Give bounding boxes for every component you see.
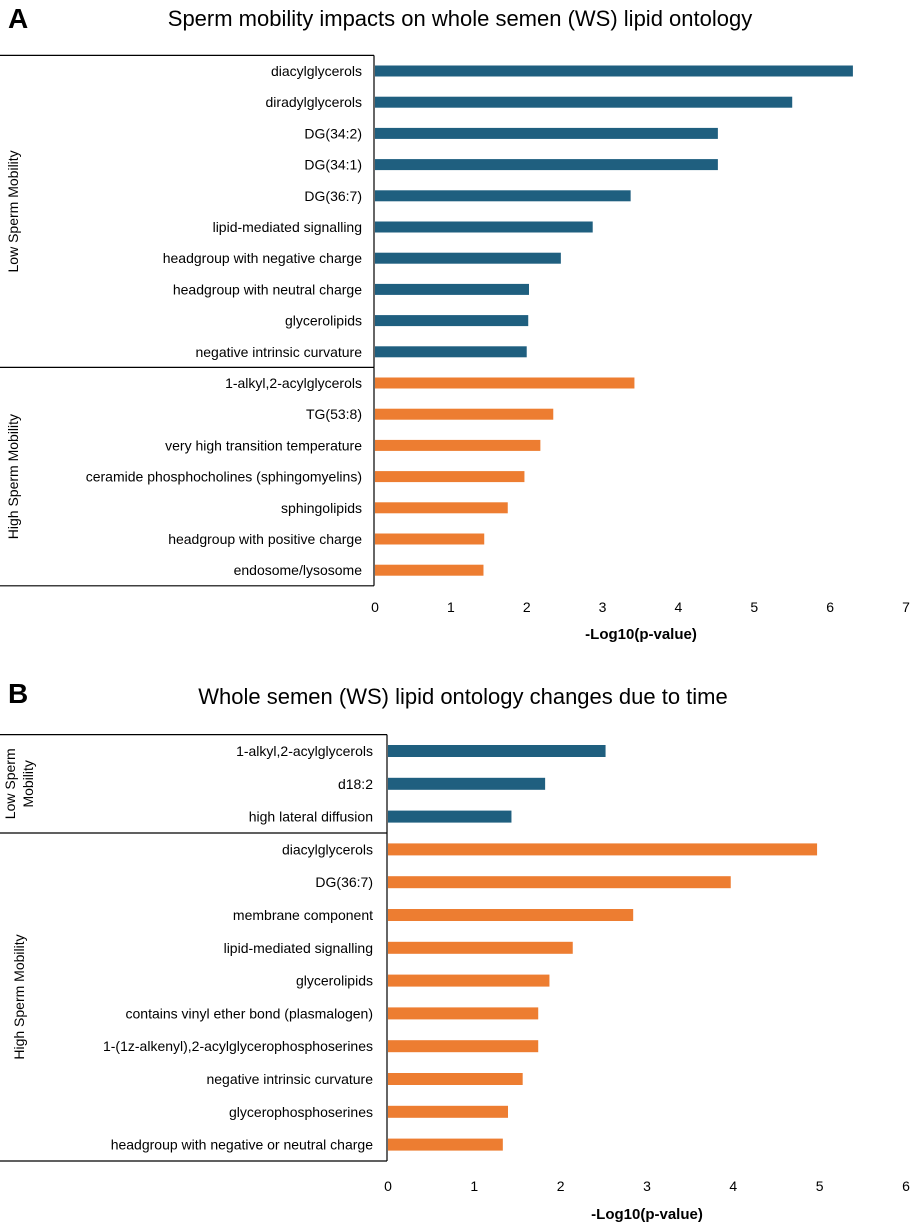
panel-b-category-label: 1-alkyl,2-acylglycerols <box>236 743 373 759</box>
panel-b-bar-high-sperm-mobility-7 <box>388 1040 539 1053</box>
panel-a-category-label: diradylglycerols <box>266 94 362 110</box>
panel-a-bar-low-sperm-mobility-7 <box>375 252 561 264</box>
panel-b-bar-low-sperm-mobility-2 <box>388 777 546 790</box>
panel-a-category-label: very high transition temperature <box>165 437 362 453</box>
panel-a-category-label: endosome/lysosome <box>234 562 363 578</box>
panel-b-x-tick-label: 1 <box>470 1178 478 1194</box>
panel-a-bar-low-sperm-mobility-1 <box>375 65 853 77</box>
panel-b-category-label: DG(36:7) <box>315 874 373 890</box>
panel-a: A Sperm mobility impacts on whole semen … <box>0 3 910 643</box>
panel-a-xlabel: -Log10(p-value) <box>585 626 697 643</box>
panel-a-bar-low-sperm-mobility-2 <box>375 96 793 108</box>
panel-a-bar-low-sperm-mobility-10 <box>375 346 527 358</box>
panel-a-category-label: TG(53:8) <box>306 406 362 422</box>
panel-a-bar-high-sperm-mobility-3 <box>375 439 541 451</box>
panel-a-bar-low-sperm-mobility-6 <box>375 221 593 233</box>
panel-b-category-label: headgroup with negative or neutral charg… <box>111 1137 374 1153</box>
panel-a-letter: A <box>8 3 28 34</box>
panel-b-group-label-low-sperm-mobility-line1: Low Sperm <box>2 748 18 819</box>
panel-a-bar-high-sperm-mobility-1 <box>375 377 635 389</box>
panel-b-x-tick-label: 5 <box>816 1178 824 1194</box>
panel-b-group-label-low-sperm-mobility-line2: Mobility <box>20 760 36 807</box>
panel-b-bar-high-sperm-mobility-6 <box>388 1007 539 1020</box>
panel-a-title: Sperm mobility impacts on whole semen (W… <box>168 6 752 31</box>
panel-b-bar-high-sperm-mobility-4 <box>388 941 573 954</box>
panel-a-x-tick-label: 2 <box>523 599 531 615</box>
panel-b-group-bracket-high-sperm-mobility <box>0 833 388 1162</box>
panel-b-bar-high-sperm-mobility-5 <box>388 974 550 987</box>
panel-a-group-label-high-sperm-mobility: High Sperm Mobility <box>5 414 21 539</box>
panel-b-group-label-high-sperm-mobility: High Sperm Mobility <box>11 934 27 1059</box>
panel-a-category-label: DG(36:7) <box>304 188 362 204</box>
panel-b-x-tick-label: 4 <box>729 1178 737 1194</box>
panel-b-group-bracket-low-sperm-mobility <box>0 734 388 834</box>
panel-b-bar-high-sperm-mobility-10 <box>388 1138 503 1151</box>
panel-b-bar-high-sperm-mobility-9 <box>388 1105 509 1118</box>
panel-a-group-label-low-sperm-mobility: Low Sperm Mobility <box>5 150 21 272</box>
panel-b-plot: Low Sperm Mobility 1-alkyl,2-acylglycerols… <box>0 734 910 1194</box>
panel-a-category-label: 1-alkyl,2-acylglycerols <box>225 375 362 391</box>
panel-a-bar-low-sperm-mobility-4 <box>375 159 718 171</box>
panel-a-x-tick-label: 5 <box>750 599 758 615</box>
panel-b-bar-high-sperm-mobility-8 <box>388 1073 523 1085</box>
panel-a-bar-low-sperm-mobility-3 <box>375 127 718 139</box>
panel-a-bar-high-sperm-mobility-2 <box>375 408 554 420</box>
panel-b-bar-high-sperm-mobility-2 <box>388 876 731 889</box>
panel-b-category-label: negative intrinsic curvature <box>206 1071 373 1087</box>
panel-b-category-label: glycerolipids <box>296 973 373 989</box>
panel-a-category-label: headgroup with negative charge <box>163 250 362 266</box>
panel-b-letter: B <box>8 678 28 709</box>
panel-a-category-label: diacylglycerols <box>271 63 362 79</box>
panel-b-x-tick-label: 6 <box>902 1178 910 1194</box>
panel-a-bar-high-sperm-mobility-6 <box>375 533 485 545</box>
panel-a-x-tick-label: 7 <box>902 599 910 615</box>
panel-a-x-tick-label: 1 <box>447 599 455 615</box>
panel-b-x-tick-label: 2 <box>557 1178 565 1194</box>
panel-b-category-label: 1-(1z-alkenyl),2-acylglycerophosphoserin… <box>103 1038 373 1054</box>
panel-b-x-tick-label: 3 <box>643 1178 651 1194</box>
panel-a-category-label: DG(34:1) <box>304 157 362 173</box>
panel-a-bar-low-sperm-mobility-8 <box>375 283 529 295</box>
panel-a-category-label: headgroup with positive charge <box>168 531 362 547</box>
panel-a-category-label: ceramide phosphocholines (sphingomyelins… <box>86 469 362 485</box>
panel-a-x-tick-label: 3 <box>599 599 607 615</box>
panel-a-category-label: headgroup with neutral charge <box>173 281 362 297</box>
panel-a-category-label: sphingolipids <box>281 500 362 516</box>
panel-b-bar-high-sperm-mobility-1 <box>388 843 818 856</box>
panel-a-x-tick-label: 0 <box>371 599 379 615</box>
panel-a-bar-low-sperm-mobility-5 <box>375 190 631 202</box>
panel-a-category-label: glycerolipids <box>285 313 362 329</box>
panel-a-x-tick-label: 6 <box>826 599 834 615</box>
panel-a-group-bracket-high-sperm-mobility <box>0 367 375 587</box>
panel-b-category-label: membrane component <box>233 907 373 923</box>
panel-b-bar-high-sperm-mobility-3 <box>388 909 634 921</box>
panel-a-bar-low-sperm-mobility-9 <box>375 315 529 327</box>
panel-b-category-label: contains vinyl ether bond (plasmalogen) <box>126 1005 373 1021</box>
panel-b-x-tick-label: 0 <box>384 1178 392 1194</box>
panel-a-category-label: negative intrinsic curvature <box>195 344 362 360</box>
panel-a-plot: Low Sperm Mobility diacylglycerols diradyl… <box>0 54 910 615</box>
panel-a-group-bracket-low-sperm-mobility <box>0 54 375 368</box>
panel-b: B Whole semen (WS) lipid ontology change… <box>0 678 910 1223</box>
panel-b-category-label: high lateral diffusion <box>249 809 373 825</box>
panel-a-bar-high-sperm-mobility-5 <box>375 502 508 514</box>
panel-b-category-label: d18:2 <box>338 776 373 792</box>
panel-a-bar-high-sperm-mobility-7 <box>375 564 484 576</box>
panel-a-bar-high-sperm-mobility-4 <box>375 471 525 483</box>
panel-b-bar-low-sperm-mobility-3 <box>388 810 512 823</box>
panel-a-x-tick-label: 4 <box>675 599 683 615</box>
panel-b-xlabel: -Log10(p-value) <box>591 1206 703 1223</box>
panel-a-category-label: DG(34:2) <box>304 125 362 141</box>
panel-b-category-label: lipid-mediated signalling <box>224 940 373 956</box>
panel-b-category-label: glycerophosphoserines <box>229 1104 373 1120</box>
panel-a-category-label: lipid-mediated signalling <box>213 219 362 235</box>
panel-b-bar-low-sperm-mobility-1 <box>388 745 606 757</box>
panel-b-category-label: diacylglycerols <box>282 841 373 857</box>
panel-b-title: Whole semen (WS) lipid ontology changes … <box>198 684 727 709</box>
